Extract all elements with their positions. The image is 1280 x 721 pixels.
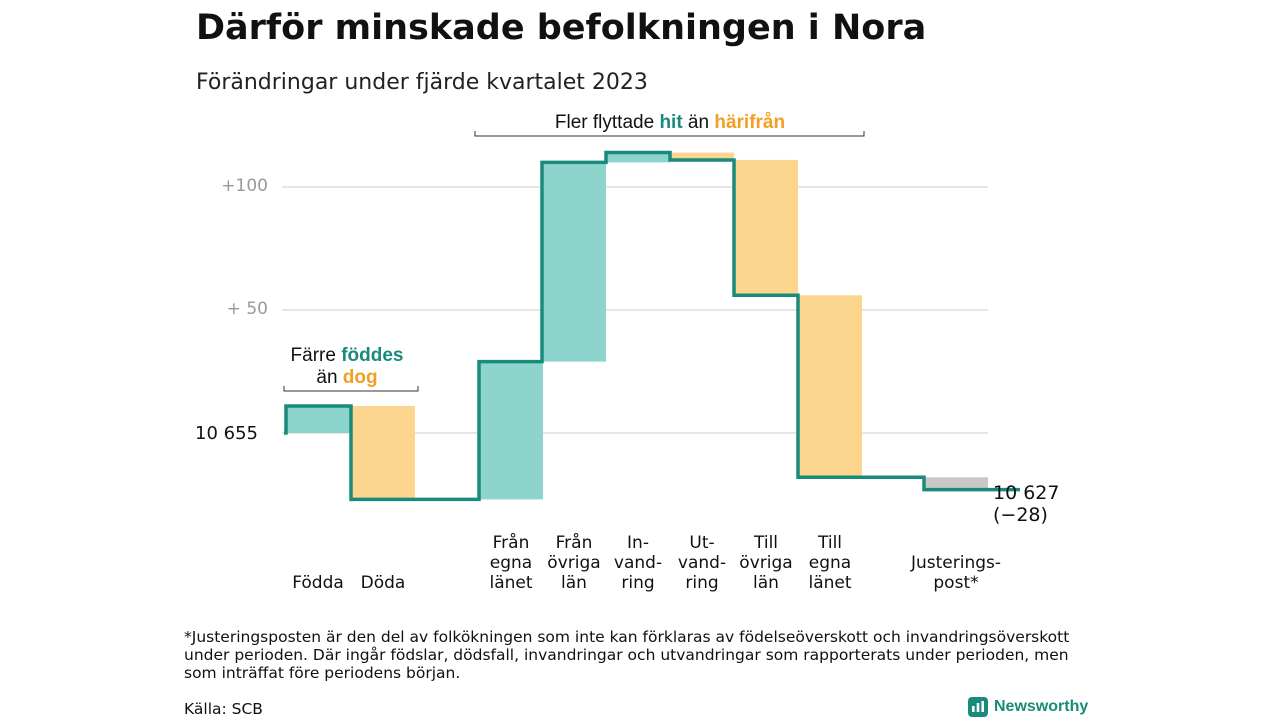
- births-ann-hi2: dog: [342, 367, 378, 388]
- category-label-line: län: [561, 573, 587, 593]
- moves-ann-mid: än: [682, 112, 715, 133]
- births-annotation: Färre föddes än dog: [285, 345, 409, 389]
- category-label-line: ring: [685, 573, 719, 593]
- end-value: 10 627: [993, 482, 1060, 504]
- category-label-line: Döda: [360, 573, 406, 593]
- y-tick-label: + 50: [226, 299, 268, 319]
- bar-0: [286, 405, 350, 433]
- bar-3: [542, 162, 606, 362]
- births-ann-pre1: Färre: [290, 345, 342, 366]
- category-label-line: egna: [489, 553, 533, 573]
- category-label-line: Till: [753, 533, 779, 553]
- category-label-line: Till: [817, 533, 843, 553]
- category-label-line: länet: [489, 573, 533, 593]
- category-label: In-vand-ring: [598, 533, 678, 593]
- category-label-line: post*: [933, 573, 979, 593]
- category-label: Ut-vand-ring: [662, 533, 742, 593]
- category-label-line: vand-: [677, 553, 727, 573]
- category-label-line: In-: [627, 533, 649, 553]
- births-ann-hi1: föddes: [341, 345, 404, 366]
- category-label-line: egna: [808, 553, 852, 573]
- category-label-line: ring: [621, 573, 655, 593]
- category-label-line: länet: [808, 573, 852, 593]
- category-label: Från övriga län: [534, 533, 614, 593]
- births-bracket: [283, 386, 419, 392]
- bar-7: [798, 295, 862, 478]
- moves-bracket: [474, 131, 865, 137]
- end-value-label: 10 627 (−28): [993, 482, 1059, 526]
- bar-8: [924, 477, 988, 490]
- start-value-label: 10 655: [195, 423, 258, 444]
- moves-ann-hi2: härifrån: [714, 112, 786, 133]
- step-line: [284, 150, 1020, 502]
- chart-title: Därför minskade befolkningen i Nora: [196, 8, 927, 48]
- category-label: Döda: [343, 573, 423, 593]
- moves-ann-pre: Fler flyttade: [554, 112, 660, 133]
- births-ann-pre2: än: [316, 367, 343, 388]
- category-label-line: vand-: [613, 553, 663, 573]
- bar-2: [479, 361, 543, 500]
- category-label: Justerings-post*: [901, 553, 1011, 593]
- bar-5: [670, 152, 734, 160]
- category-label-line: Från: [555, 533, 593, 553]
- bar-1: [351, 405, 415, 500]
- chart-subtitle: Förändringar under fjärde kvartalet 2023: [196, 70, 648, 95]
- category-label-line: län: [753, 573, 779, 593]
- source-label: Källa: SCB: [184, 700, 263, 718]
- brand-name: Newsworthy: [994, 698, 1089, 715]
- category-label-line: övriga: [547, 553, 601, 573]
- category-label-line: Ut-: [689, 533, 715, 553]
- category-label: Till övriga län: [726, 533, 806, 593]
- moves-ann-hi1: hit: [659, 112, 683, 133]
- category-label: Från egna länet: [471, 533, 551, 593]
- category-label-line: Från: [492, 533, 530, 553]
- category-label: Födda: [278, 573, 358, 593]
- category-label: Till egna länet: [790, 533, 870, 593]
- bar-4: [606, 152, 670, 163]
- bar-6: [734, 159, 798, 296]
- y-tick-label: +100: [221, 176, 268, 196]
- moves-annotation: Fler flyttade hit än härifrån: [474, 112, 866, 134]
- category-label-line: Justerings-: [910, 553, 1002, 573]
- end-change: (−28): [993, 504, 1048, 526]
- footnote: *Justeringsposten är den del av folkökni…: [184, 628, 1070, 682]
- category-label-line: övriga: [739, 553, 793, 573]
- brand-logo: Newsworthy: [968, 697, 1088, 717]
- newsworthy-logo-icon: [968, 697, 988, 717]
- category-label-line: Födda: [292, 573, 344, 593]
